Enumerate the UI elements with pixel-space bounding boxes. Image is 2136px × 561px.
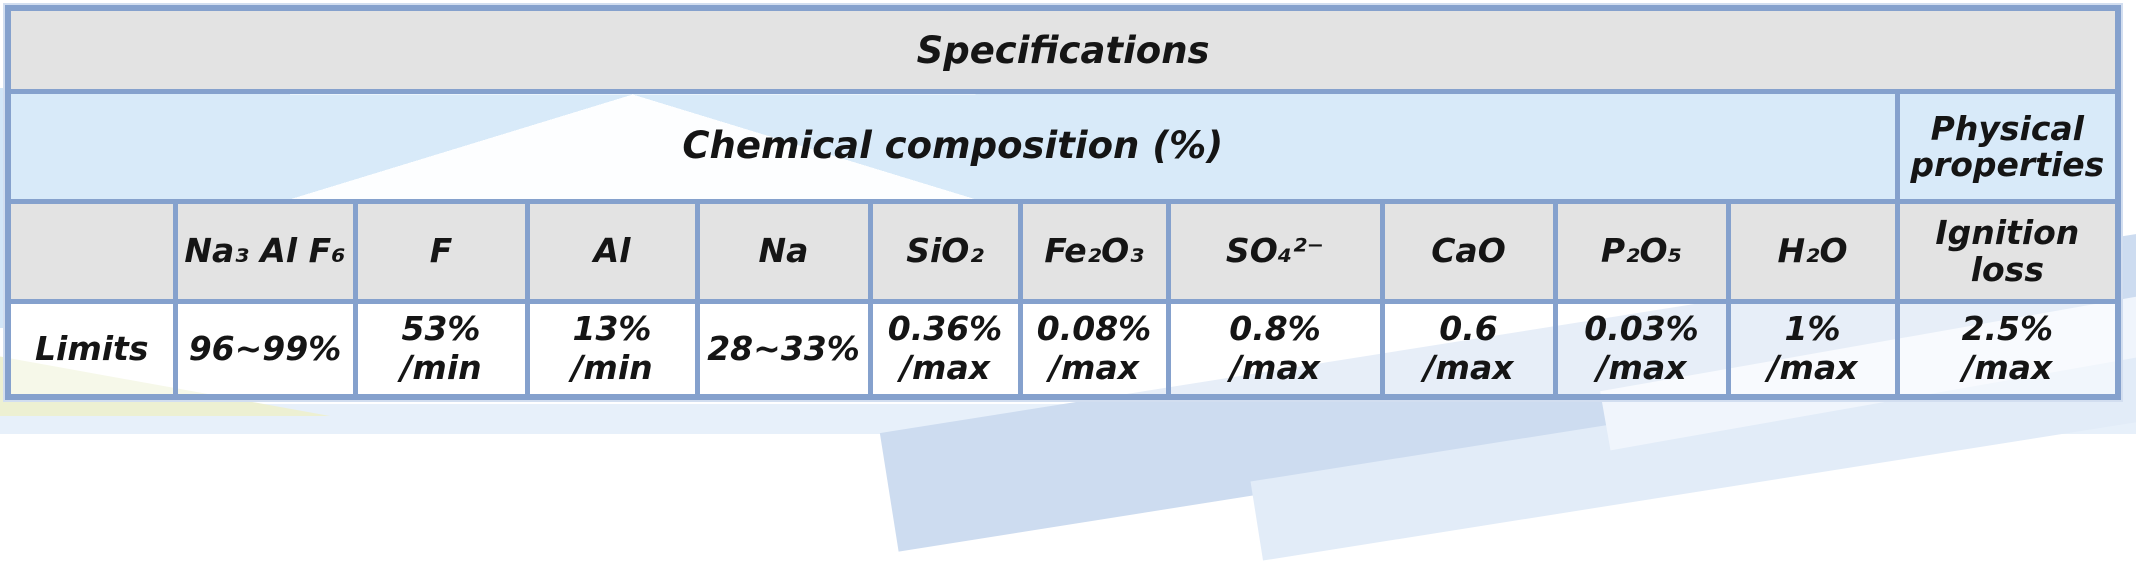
- column-header: P₂O₅: [1552, 199, 1731, 304]
- column-header: H₂O: [1725, 199, 1900, 304]
- column-header: Fe₂O₃: [1017, 199, 1171, 304]
- page-background: Specifications Chemical composition (%) …: [0, 5, 2136, 561]
- limit-qualifier: /min: [571, 348, 653, 387]
- limit-value: 96~99%: [188, 328, 342, 368]
- limit-cell: 2.5%/max: [1894, 299, 2121, 400]
- limit-cell: 0.08%/max: [1017, 299, 1171, 400]
- column-header: Na: [694, 199, 873, 304]
- limit-qualifier: /max: [1230, 348, 1320, 387]
- limit-cell: 53%/min: [352, 299, 530, 400]
- background-left-strip: [0, 88, 9, 328]
- column-header-row: Na₃ Al F₆ F Al Na SiO₂ Fe₂O₃ SO₄²⁻ CaO P₂O₅ H₂O Ig…: [5, 199, 2121, 304]
- limit-qualifier: /max: [900, 348, 990, 387]
- row-label: Limits: [5, 299, 178, 400]
- column-header: [5, 199, 178, 304]
- limit-cell: 0.03%/max: [1552, 299, 1731, 400]
- limits-row: Limits 96~99% 53%/min 13%/min 28~33% 0.36%/ma…: [5, 299, 2121, 400]
- group-header-physical-properties: Physical properties: [1894, 89, 2121, 204]
- limit-cell: 0.8%/max: [1165, 299, 1385, 400]
- limit-qualifier: /max: [1596, 348, 1687, 387]
- limit-cell: 96~99%: [172, 299, 358, 400]
- limit-cell: 1%/max: [1725, 299, 1900, 400]
- column-header: F: [352, 199, 530, 304]
- table-title: Specifications: [5, 5, 2121, 94]
- column-header: Al: [524, 199, 700, 304]
- column-header: Na₃ Al F₆: [172, 199, 358, 304]
- limit-qualifier: /min: [400, 348, 482, 387]
- limit-qualifier: /max: [1049, 348, 1139, 387]
- limit-qualifier: /max: [1962, 348, 2053, 387]
- column-header: SO₄²⁻: [1165, 199, 1385, 304]
- column-header: CaO: [1379, 199, 1558, 304]
- limit-qualifier: /max: [1767, 348, 1858, 387]
- column-header: Ignition loss: [1894, 199, 2121, 304]
- limit-cell: 13%/min: [524, 299, 700, 400]
- limit-value: 0.08%: [1036, 309, 1152, 349]
- limit-value: 1%: [1784, 309, 1841, 349]
- limit-cell: 28~33%: [694, 299, 873, 400]
- limit-value: 0.8%: [1229, 309, 1321, 349]
- limit-qualifier: /max: [1423, 348, 1514, 387]
- limit-cell: 0.6/max: [1379, 299, 1558, 400]
- group-header-chemical-composition: Chemical composition (%): [5, 89, 1900, 204]
- limit-cell: 0.36%/max: [867, 299, 1023, 400]
- limit-value: 53%: [401, 309, 481, 349]
- specifications-table: Specifications Chemical composition (%) …: [5, 5, 2122, 400]
- limit-value: 0.36%: [887, 309, 1003, 349]
- limit-value: 13%: [572, 309, 652, 349]
- column-header: SiO₂: [867, 199, 1023, 304]
- limit-value: 28~33%: [707, 328, 860, 368]
- limit-value: 0.03%: [1584, 309, 1699, 349]
- limit-value: 0.6: [1439, 309, 1498, 349]
- limit-value: 2.5%: [1961, 309, 2054, 349]
